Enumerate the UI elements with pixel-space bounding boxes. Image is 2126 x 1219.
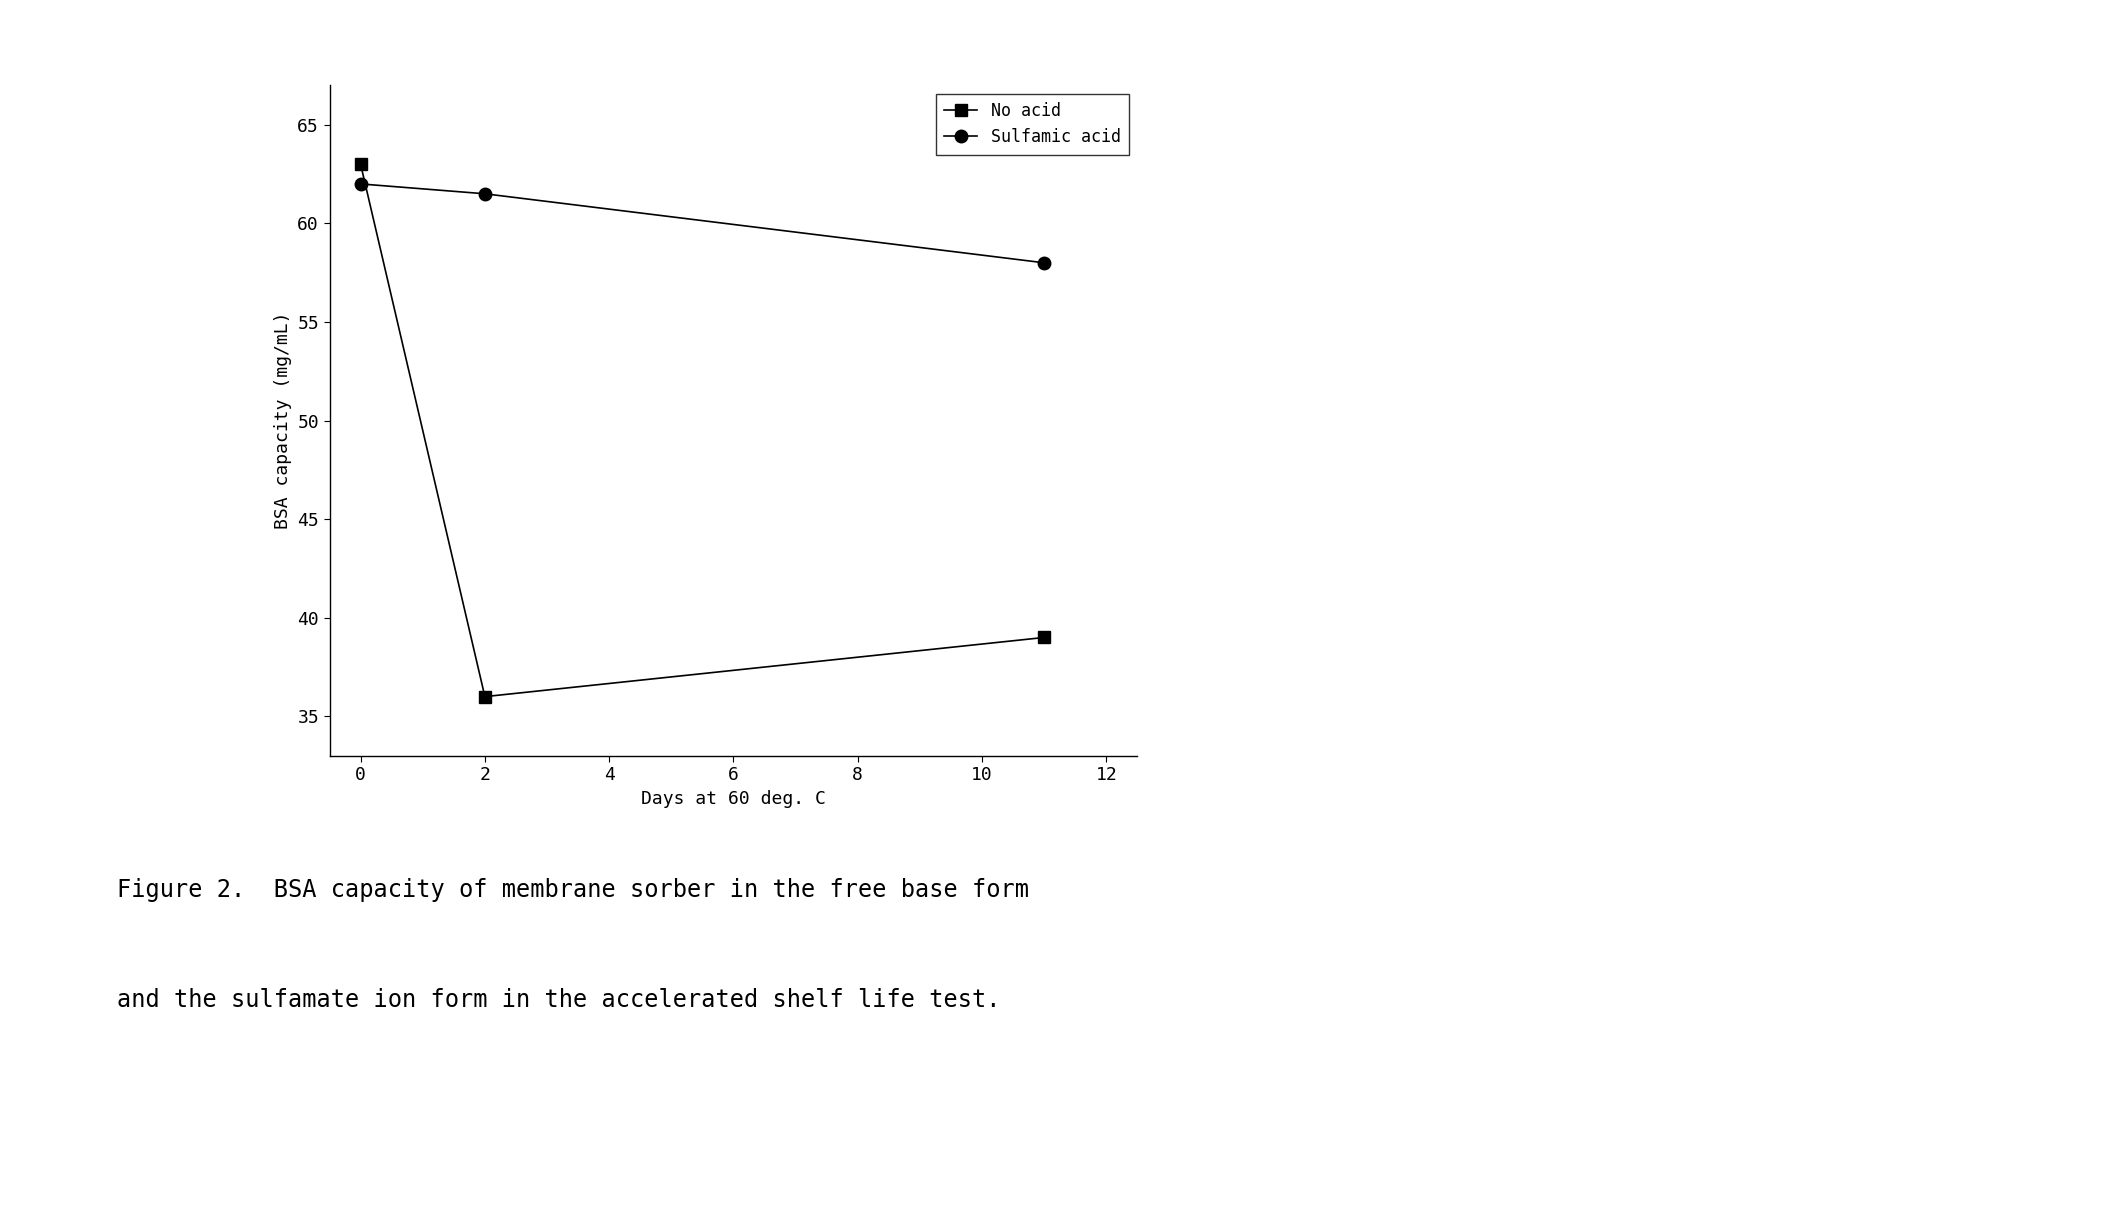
X-axis label: Days at 60 deg. C: Days at 60 deg. C <box>642 790 825 808</box>
No acid <box>349 157 374 172</box>
No acid <box>1031 630 1057 645</box>
Sulfamic acid <box>1031 256 1057 271</box>
Text: Figure 2.  BSA capacity of membrane sorber in the free base form: Figure 2. BSA capacity of membrane sorbe… <box>117 878 1029 902</box>
Legend: No acid, Sulfamic acid: No acid, Sulfamic acid <box>935 94 1129 155</box>
Line: No acid: No acid <box>355 158 1050 703</box>
Sulfamic acid <box>349 177 374 191</box>
Text: and the sulfamate ion form in the accelerated shelf life test.: and the sulfamate ion form in the accele… <box>117 987 1001 1012</box>
Y-axis label: BSA capacity (mg/mL): BSA capacity (mg/mL) <box>274 312 291 529</box>
Sulfamic acid <box>472 187 497 201</box>
Line: Sulfamic acid: Sulfamic acid <box>355 178 1050 269</box>
No acid <box>472 689 497 703</box>
